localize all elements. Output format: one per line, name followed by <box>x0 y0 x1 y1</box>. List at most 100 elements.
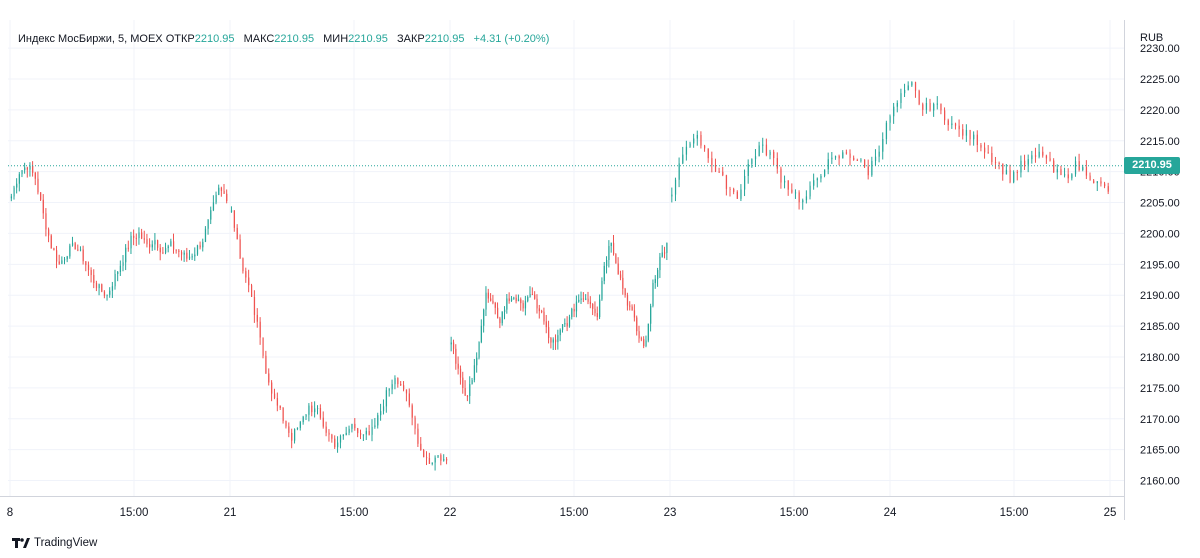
candle-body <box>90 270 92 275</box>
candle-body <box>794 192 797 194</box>
candle-body <box>32 165 34 173</box>
candle-body <box>296 427 299 430</box>
x-tick-label: 8 <box>7 507 13 519</box>
footer[interactable]: TradingView <box>12 535 97 551</box>
y-tick-label: 2165.00 <box>1140 445 1180 457</box>
candle-body <box>631 306 633 311</box>
candle-body <box>440 455 442 461</box>
candle-body <box>874 156 877 161</box>
candle-body <box>400 384 402 386</box>
candle-body <box>215 194 217 203</box>
candle-body <box>548 327 550 338</box>
candle-body <box>559 329 561 336</box>
candle-body <box>202 241 204 248</box>
candle-body <box>1060 169 1062 175</box>
candle-body <box>478 342 480 358</box>
candle-body <box>487 292 489 299</box>
candle-body <box>599 299 601 318</box>
candle-body <box>538 308 540 312</box>
candle-body <box>411 405 413 418</box>
candle-body <box>371 426 373 435</box>
candle-body <box>167 246 169 249</box>
candle-body <box>718 171 720 173</box>
candle-body <box>437 455 439 458</box>
candle-body <box>527 297 529 302</box>
candle-body <box>194 254 196 257</box>
candle-body <box>522 303 524 309</box>
candle-body <box>405 389 408 394</box>
candle-body <box>331 434 333 439</box>
candle-body <box>50 235 52 249</box>
candle-body <box>787 180 789 190</box>
candle-body <box>585 298 587 300</box>
candle-body <box>652 283 654 306</box>
candle-body <box>1024 160 1026 165</box>
candle-body <box>13 187 15 197</box>
candle-body <box>678 163 680 180</box>
candle-body <box>135 237 137 239</box>
candle-body <box>944 110 946 121</box>
candle-body <box>450 342 452 345</box>
candle-body <box>294 429 296 441</box>
open-label: ОТКР <box>165 33 195 45</box>
candle-body <box>354 423 356 429</box>
candle-body <box>904 89 906 94</box>
candle-body <box>1089 175 1091 181</box>
y-tick-label: 2205.00 <box>1140 198 1180 210</box>
candle-body <box>1031 155 1033 160</box>
y-tick-label: 2225.00 <box>1140 74 1180 86</box>
candle-body <box>473 365 476 381</box>
candle-body <box>853 157 855 160</box>
candle-body <box>382 406 385 412</box>
candle-body <box>151 244 153 248</box>
close-label: ЗАКР <box>396 33 425 45</box>
candle-body <box>462 377 464 389</box>
candle-body <box>196 245 199 255</box>
candle-body <box>114 273 116 287</box>
candle-body <box>242 258 244 272</box>
candle-body <box>79 249 82 251</box>
candle-body <box>619 274 622 278</box>
low-value: 2210.95 <box>348 33 388 45</box>
candle-body <box>513 297 515 299</box>
candle-body <box>365 431 367 435</box>
candle-body <box>380 411 382 416</box>
candle-body <box>900 93 902 103</box>
x-tick-label: 15:00 <box>1000 507 1029 519</box>
candle-body <box>334 438 336 448</box>
candle-body <box>878 151 880 157</box>
candle-body <box>1104 183 1106 187</box>
candle-body <box>95 282 98 289</box>
currency-label[interactable]: RUB <box>1140 32 1164 44</box>
candle-body <box>74 243 76 250</box>
candle-body <box>188 256 191 259</box>
candle-body <box>362 434 365 436</box>
candle-body <box>1049 158 1051 161</box>
candle-body <box>1056 169 1058 173</box>
y-tick-label: 2175.00 <box>1140 383 1180 395</box>
candle-body <box>907 85 909 90</box>
candle-body <box>980 144 982 148</box>
candle-body <box>199 245 201 248</box>
candle-body <box>45 213 47 230</box>
candle-body <box>1085 167 1088 176</box>
candle-body <box>566 323 568 327</box>
candle-body <box>471 380 473 385</box>
candle-body <box>434 457 436 463</box>
candle-body <box>958 125 960 130</box>
candle-body <box>1045 155 1048 159</box>
candle-body <box>170 241 172 247</box>
candle-body <box>360 433 362 435</box>
candle-body <box>682 154 684 164</box>
candle-body <box>69 245 71 257</box>
candle-body <box>469 384 471 397</box>
candle-body <box>820 175 822 179</box>
candle-body <box>476 357 478 366</box>
candle-body <box>589 301 592 304</box>
candle-body <box>414 417 416 429</box>
candle-body <box>273 393 276 399</box>
candle-body <box>914 82 917 91</box>
candle-body <box>991 153 993 163</box>
